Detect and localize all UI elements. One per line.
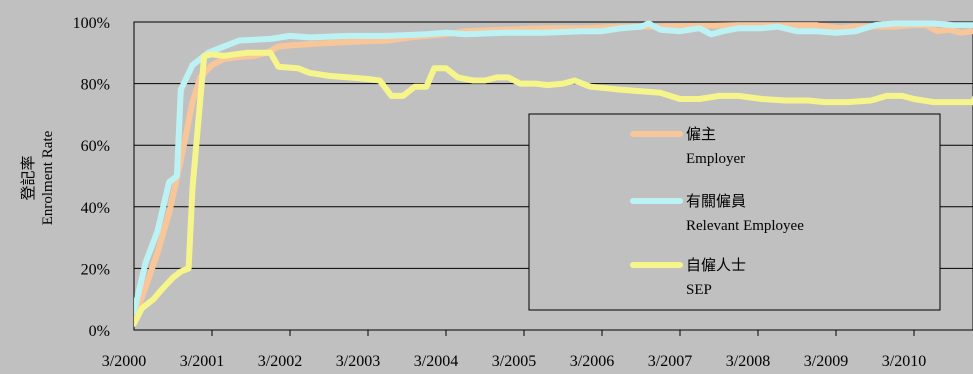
y-tick-label: 20% — [81, 261, 110, 278]
y-axis-label-chinese: 登記率 — [20, 155, 37, 200]
x-tick-label: 3/2009 — [804, 353, 848, 370]
series-lines — [134, 20, 973, 327]
legend-box — [528, 113, 941, 311]
y-axis-label-english: Enrolment Rate — [40, 130, 56, 225]
x-tick-label: 3/2005 — [492, 353, 536, 370]
series-line-3 — [134, 49, 973, 327]
x-tick-label: 3/2007 — [648, 353, 692, 370]
legend-label-en-2: Relevant Employee — [686, 218, 804, 234]
legend-label-zh-1: 僱主 — [686, 126, 716, 143]
x-tick-label: 3/2000 — [102, 353, 146, 370]
x-tick-label: 3/2002 — [258, 353, 302, 370]
x-tick-label: 3/2001 — [180, 353, 224, 370]
x-axis-tick-labels: 3/2000 3/2001 3/2002 3/2003 3/2004 3/2005 3/20… — [102, 353, 926, 370]
x-tick-label: 3/2004 — [414, 353, 458, 370]
y-tick-label: 0% — [89, 323, 110, 340]
legend-label-zh-3: 自僱人士 — [686, 257, 746, 274]
y-tick-label: 100% — [73, 15, 110, 32]
x-tick-label: 3/2006 — [570, 353, 614, 370]
legend-label-zh-2: 有關僱員 — [686, 193, 746, 210]
y-tick-label: 80% — [81, 77, 110, 94]
legend-label-en-3: SEP — [686, 282, 712, 298]
legend-label-en-1: Employer — [686, 151, 745, 167]
legend: 僱主 Employer 有關僱員 Relevant Employee 自僱人士 SEP — [528, 113, 941, 311]
y-tick-label: 40% — [81, 200, 110, 217]
legend-items: 僱主 Employer 有關僱員 Relevant Employee 自僱人士 SEP — [630, 126, 804, 298]
x-tick-label: 3/2003 — [336, 353, 380, 370]
y-tick-label: 60% — [81, 138, 110, 155]
x-tick-label: 3/2010 — [882, 353, 926, 370]
y-axis-tick-labels: 0% 20% 40% 60% 80% 100% — [73, 15, 110, 340]
x-tick-label: 3/2008 — [726, 353, 770, 370]
